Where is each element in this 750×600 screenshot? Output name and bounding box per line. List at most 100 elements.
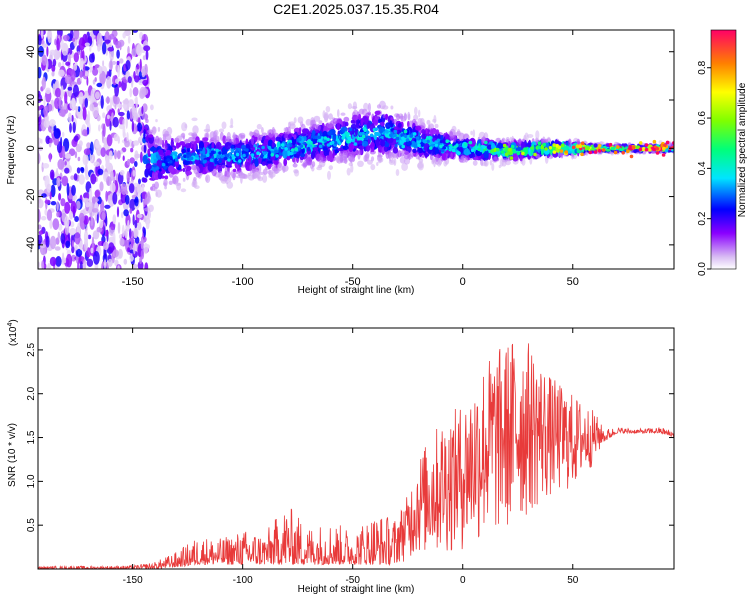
spectral-peak <box>220 154 224 159</box>
spectral-peak <box>648 148 652 152</box>
spectral-peak <box>559 149 564 153</box>
spectral-cell <box>108 242 115 253</box>
spectral-cell <box>489 159 493 166</box>
spectral-cell <box>436 159 442 167</box>
spectral-cell <box>102 112 106 119</box>
spectral-peak <box>374 127 379 131</box>
spectral-cell <box>133 71 136 80</box>
spectral-cell <box>49 219 53 229</box>
spectral-cell <box>41 193 47 198</box>
spectral-cell <box>311 161 316 168</box>
spectral-cell <box>224 141 232 150</box>
snr-ytick-label: 2.5 <box>26 343 37 357</box>
spectral-cell <box>117 136 121 144</box>
spectral-cell <box>143 242 149 255</box>
spectral-cell <box>198 141 205 150</box>
spectral-cell <box>51 122 54 134</box>
spectral-cell <box>134 196 139 207</box>
spectral-peak <box>358 132 363 136</box>
spectrogram-xlabel: Height of straight line (km) <box>298 285 415 296</box>
spectral-cell <box>605 148 611 152</box>
spectral-cell <box>273 160 279 165</box>
spectral-peak <box>353 142 358 146</box>
spectral-peak <box>580 152 584 157</box>
spectral-cell <box>207 162 214 172</box>
spectral-cell <box>276 162 283 172</box>
spectral-peak <box>453 145 457 149</box>
spectral-cell <box>192 136 196 142</box>
spectral-peak <box>206 153 210 157</box>
spectral-cell <box>433 159 436 168</box>
spectral-cell <box>142 136 147 144</box>
spectral-peak <box>413 143 418 148</box>
spectral-cell <box>266 160 272 164</box>
spectral-peak <box>662 146 666 151</box>
spectral-cell <box>181 148 187 154</box>
spectral-cell <box>49 49 56 56</box>
spectral-cell <box>346 167 351 176</box>
spectral-peak <box>445 139 450 143</box>
spectral-cell <box>126 132 129 142</box>
spectral-cell <box>117 265 120 269</box>
spectral-cell <box>367 111 372 116</box>
spectral-cell <box>205 123 210 133</box>
spectral-peak <box>621 151 625 155</box>
spectral-cell <box>102 123 106 137</box>
spectral-cell <box>58 193 62 201</box>
spectral-cell <box>108 60 114 71</box>
spectral-cell <box>65 253 73 268</box>
spectral-cell <box>403 112 407 120</box>
spectral-cell <box>327 155 333 159</box>
spectral-cell <box>89 141 94 156</box>
spectral-cell <box>39 241 47 256</box>
spectral-cell <box>232 172 236 181</box>
spectral-peak <box>235 152 240 157</box>
spectral-cell <box>463 133 469 137</box>
spectral-cell <box>602 145 607 149</box>
spectrogram-ytick-label: -40 <box>25 237 37 253</box>
spectral-cell <box>121 224 125 238</box>
spectral-cell <box>374 110 381 116</box>
spectral-cell <box>56 200 59 212</box>
spectral-peak <box>298 137 302 142</box>
spectral-cell <box>53 128 61 139</box>
spectral-cell <box>164 175 169 180</box>
spectral-peak <box>451 148 456 153</box>
spectral-cell <box>136 213 143 219</box>
spectral-cell <box>99 219 104 229</box>
spectral-cell <box>323 149 329 156</box>
spectral-cell <box>118 124 125 130</box>
spectral-cell <box>297 116 304 124</box>
spectral-cell <box>134 97 138 104</box>
spectral-cell <box>141 183 145 195</box>
spectral-cell <box>259 171 265 175</box>
spectral-cell <box>396 113 400 121</box>
spectral-peak <box>299 144 304 148</box>
spectral-peak <box>218 159 222 163</box>
spectral-peak <box>502 143 507 148</box>
spectral-cell <box>109 33 115 40</box>
spectral-cell <box>96 32 103 47</box>
spectral-peak <box>195 154 199 158</box>
spectral-cell <box>599 141 605 146</box>
spectral-peak <box>389 133 393 138</box>
spectral-cell <box>106 76 112 89</box>
spectral-peak <box>326 137 330 142</box>
spectral-peak <box>241 150 246 154</box>
spectral-cell <box>192 176 196 186</box>
spectral-cell <box>351 116 358 121</box>
spectral-cell <box>141 112 147 120</box>
spectral-cell <box>377 118 383 123</box>
spectral-cell <box>192 125 199 135</box>
colorbar-label: Normalized spectral amplitude <box>737 82 748 217</box>
spectral-cell <box>370 156 375 162</box>
spectral-cell <box>65 240 71 249</box>
spectral-cell <box>390 117 394 121</box>
spectral-cell <box>269 171 276 178</box>
spectral-cell <box>111 112 114 119</box>
spectral-peak <box>218 151 222 155</box>
spectral-cell <box>142 79 149 86</box>
spectral-cell <box>156 159 162 167</box>
spectral-cell <box>113 176 116 186</box>
spectral-cell <box>145 163 152 171</box>
